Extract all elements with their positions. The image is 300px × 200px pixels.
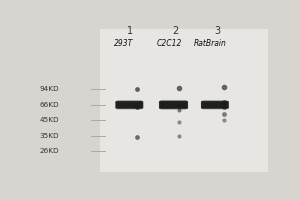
FancyBboxPatch shape	[116, 101, 143, 108]
Text: 293T: 293T	[114, 39, 133, 48]
FancyBboxPatch shape	[202, 101, 228, 109]
FancyBboxPatch shape	[100, 29, 268, 172]
FancyBboxPatch shape	[116, 101, 142, 109]
FancyBboxPatch shape	[201, 101, 229, 109]
FancyBboxPatch shape	[159, 101, 188, 109]
Text: 2: 2	[173, 26, 179, 36]
Text: RatBrain: RatBrain	[194, 39, 227, 48]
FancyBboxPatch shape	[117, 100, 141, 110]
FancyBboxPatch shape	[116, 101, 143, 109]
Text: 1: 1	[128, 26, 134, 36]
FancyBboxPatch shape	[201, 101, 229, 109]
FancyBboxPatch shape	[203, 100, 227, 110]
Text: 45KD: 45KD	[40, 117, 59, 123]
Text: 66KD: 66KD	[40, 102, 59, 108]
Text: 35KD: 35KD	[40, 133, 59, 139]
Text: 94KD: 94KD	[40, 86, 59, 92]
FancyBboxPatch shape	[201, 101, 229, 108]
FancyBboxPatch shape	[161, 100, 186, 110]
FancyBboxPatch shape	[159, 101, 188, 109]
FancyBboxPatch shape	[160, 101, 187, 109]
FancyBboxPatch shape	[160, 100, 187, 110]
Text: 3: 3	[214, 26, 221, 36]
FancyBboxPatch shape	[115, 101, 143, 109]
FancyBboxPatch shape	[202, 101, 228, 109]
FancyBboxPatch shape	[116, 101, 142, 109]
FancyBboxPatch shape	[159, 101, 188, 109]
Text: C2C12: C2C12	[156, 39, 182, 48]
FancyBboxPatch shape	[160, 100, 187, 109]
FancyBboxPatch shape	[202, 100, 227, 109]
Text: 26KD: 26KD	[40, 148, 59, 154]
FancyBboxPatch shape	[117, 100, 142, 109]
